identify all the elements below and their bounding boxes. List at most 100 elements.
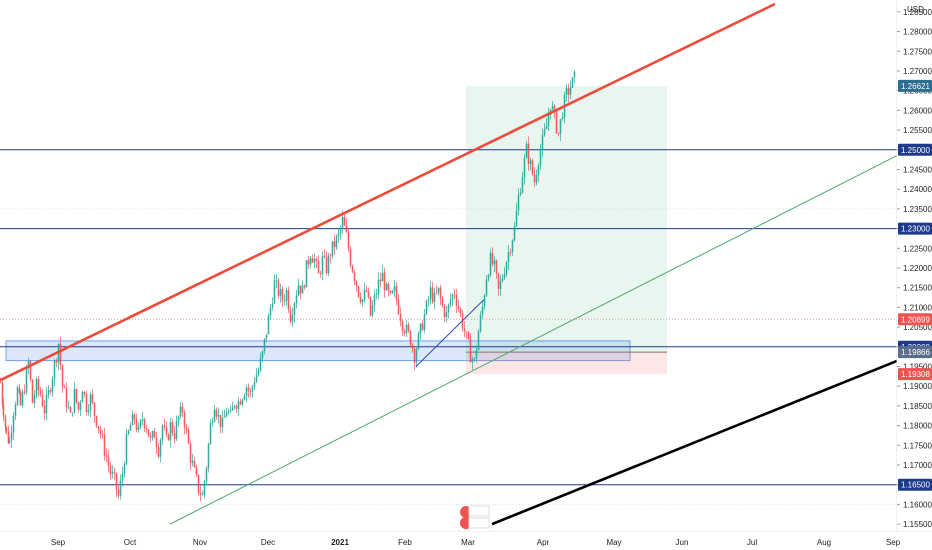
candle-body [297,285,300,296]
candle-body [275,280,278,282]
x-axis[interactable]: Sep Oct Nov Dec 2021 Feb Mar Apr May Jun Jul Aug Sep [51,538,901,547]
candle-body [565,88,568,95]
candle-body [293,303,296,316]
candle-body [101,434,104,436]
candle-body [319,273,322,275]
candle-body [573,71,576,78]
candle-body [437,287,440,293]
candle-body [37,379,40,391]
candle-body [71,412,74,414]
candle-body [31,379,34,403]
candle-body [85,394,88,413]
y-tick-label: 1.25500 [903,126,932,135]
candle-body [77,402,80,411]
candle-body [261,351,264,359]
candle-body [457,305,460,309]
candle-body [59,343,62,366]
candle-body [535,175,538,183]
candle-body [107,457,110,466]
candle-body [415,349,418,363]
candle-body [291,315,294,322]
candle-body [185,427,188,430]
candle-body [115,473,118,490]
candle-body [113,472,116,474]
blue-trend-line [415,299,485,367]
candle-body [227,411,230,413]
candle-body [161,425,164,440]
candle-body [463,328,466,332]
y-tick-label: 1.27500 [903,47,932,56]
candle-body [233,405,236,407]
candle-body [167,434,170,441]
candle-body [351,265,354,273]
candle-body [14,404,17,416]
candle-body [377,279,380,294]
candle-body [8,440,11,443]
candle-body [65,387,68,408]
candle-body [455,294,458,306]
candle-body [485,279,488,296]
candle-body [249,390,252,392]
candle-body [221,417,224,427]
event-count-badge[interactable] [468,517,490,529]
candle-body [125,433,128,465]
candle-body [569,87,572,95]
price-badge-label: 1.16500 [901,481,930,490]
candle-body [405,324,408,334]
green-channel-line [169,137,932,525]
candle-body [271,303,274,308]
candle-body [83,391,86,395]
price-badge-label: 1.23000 [901,225,930,234]
price-badge [898,79,932,92]
candle-body [229,410,232,412]
time-axis-bg [0,532,932,550]
candle-body [139,420,142,428]
x-tick-label: Dec [261,538,275,547]
candle-body [323,256,326,257]
price-badge [898,368,932,381]
y-tick-label: 1.18000 [903,422,932,431]
candle-body [141,419,144,421]
candle-body [21,391,24,406]
candle-body [149,436,152,438]
candle-body [153,431,156,438]
candle-body [41,394,44,407]
candle-body [73,388,76,413]
candle-body [163,425,166,428]
y-tick-label: 1.21500 [903,284,932,293]
x-tick-label: Sep [886,538,901,547]
y-tick-label: 1.18500 [903,402,932,411]
candle-body [559,119,562,134]
candle-body [341,216,344,228]
price-badge [898,143,932,156]
candle-body [543,129,546,136]
candle-body [525,143,528,158]
candle-body [61,365,64,387]
candle-body [179,406,182,417]
candle-body [345,225,348,232]
event-count-badge[interactable] [468,505,490,517]
candle-body [121,473,124,481]
y-tick-label: 1.22000 [903,264,932,273]
candle-body [99,428,102,435]
price-badge-label: 1.19866 [901,348,930,357]
candle-body [387,284,390,292]
candle-body [165,427,168,435]
blue-zone [5,340,631,362]
price-badge [898,346,932,359]
candle-body [309,258,312,265]
candle-body [175,421,178,439]
candle-body [373,294,376,306]
candle-body [475,350,478,359]
event-badges[interactable] [460,505,490,529]
candle-body [281,289,284,301]
x-tick-label: Nov [193,538,207,547]
candle-body [401,321,404,331]
candle-body [207,444,210,469]
candle-body [267,315,270,335]
candle-body [289,309,292,322]
candle-body [257,370,260,376]
candle-body [213,409,216,422]
candle-body [239,401,242,405]
candle-body [375,293,378,295]
